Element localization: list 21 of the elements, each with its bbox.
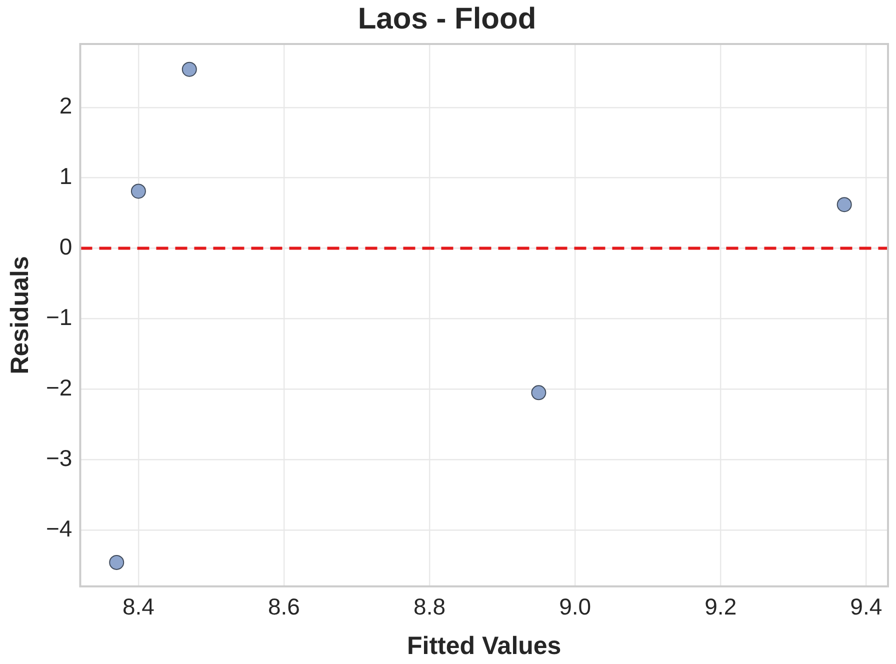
- y-tick-label: −1: [46, 304, 72, 330]
- x-tick-label: 8.6: [268, 594, 300, 620]
- y-tick-label: 2: [59, 92, 72, 119]
- x-tick-label: 8.4: [122, 594, 155, 620]
- point: [182, 62, 197, 77]
- y-tick-label: 1: [59, 163, 72, 190]
- point: [109, 554, 124, 570]
- point: [836, 197, 852, 212]
- y-tick-label: −4: [46, 515, 72, 542]
- y-tick-label: 0: [59, 234, 72, 260]
- point: [531, 385, 546, 400]
- y-tick-label: −2: [46, 374, 72, 401]
- y-tick-label: −3: [46, 444, 72, 471]
- y-axis-title: Residuals: [6, 256, 34, 374]
- x-tick-label: 9.4: [850, 594, 882, 620]
- x-tick-label: 9.2: [704, 594, 737, 620]
- chart-title: Laos - Flood: [358, 2, 536, 36]
- x-tick-label: 9.0: [559, 594, 592, 620]
- point: [130, 184, 146, 199]
- x-axis-title: Fitted Values: [407, 632, 562, 660]
- x-tick-label: 8.8: [414, 594, 446, 620]
